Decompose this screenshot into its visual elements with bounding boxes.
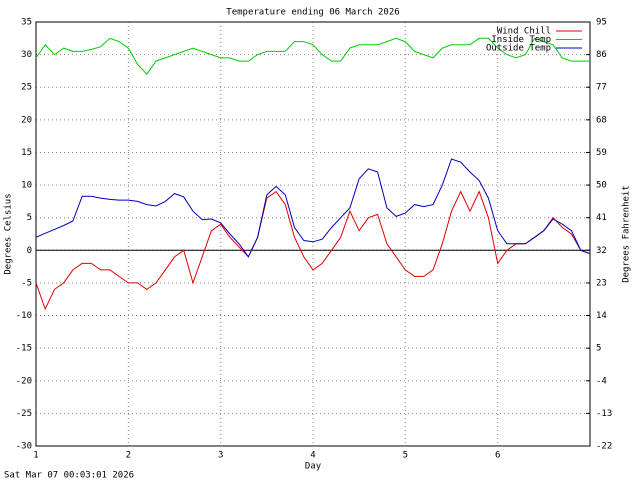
- x-axis-label: Day: [305, 462, 322, 472]
- y-axis-label: Degrees Celsius: [4, 193, 14, 274]
- y-tick-label: 35: [21, 18, 32, 28]
- x-tick-label: 3: [218, 451, 223, 461]
- y-tick-label: -5: [21, 278, 32, 288]
- y-tick-label: -25: [16, 409, 32, 419]
- y-tick-label: -10: [16, 311, 32, 321]
- footer: Sat Mar 07 00:03:01 2026: [4, 471, 134, 480]
- y2-tick-label: 14: [596, 311, 607, 321]
- x-tick-label: 4: [310, 451, 315, 461]
- y2-tick-label: 50: [596, 181, 607, 191]
- x-tick-label: 6: [495, 451, 500, 461]
- y-tick-label: 30: [21, 50, 32, 60]
- legend-label: Wind Chill: [497, 27, 551, 37]
- y-tick-label: 10: [21, 181, 32, 191]
- y2-axis-label: Degrees Fahrenheit: [622, 185, 632, 283]
- y-tick-label: 20: [21, 115, 32, 125]
- y-tick-label: 0: [27, 246, 32, 256]
- y-tick-label: 25: [21, 83, 32, 93]
- y-tick-label: 5: [27, 213, 32, 223]
- y2-tick-label: -13: [596, 409, 612, 419]
- y2-tick-label: 59: [596, 148, 607, 158]
- series-line: [35, 37, 590, 75]
- y2-tick-label: 77: [596, 83, 607, 93]
- y2-tick-label: 5: [596, 344, 601, 354]
- y2-tick-label: 86: [596, 50, 607, 60]
- x-tick-label: 2: [126, 451, 131, 461]
- y2-tick-label: -22: [596, 442, 612, 452]
- x-tick-label: 1: [33, 451, 38, 461]
- y-tick-label: -30: [16, 442, 32, 452]
- legend-label: Outside Temp: [486, 44, 551, 54]
- y2-tick-label: 32: [596, 246, 607, 256]
- y2-tick-label: 95: [596, 18, 607, 28]
- series-line: [35, 190, 591, 311]
- y-tick-label: 15: [21, 148, 32, 158]
- y-tick-label: -15: [16, 344, 32, 354]
- series-line: [35, 158, 591, 258]
- y2-tick-label: -4: [596, 376, 607, 386]
- y2-tick-label: 23: [596, 278, 607, 288]
- plot-frame: [35, 21, 591, 447]
- legend-label: Inside Temp: [491, 35, 551, 45]
- y-tick-label: -20: [16, 376, 32, 386]
- y2-tick-label: 68: [596, 115, 607, 125]
- x-tick-label: 5: [403, 451, 408, 461]
- y2-tick-label: 41: [596, 213, 607, 223]
- chart-title: Temperature ending 06 March 2026: [226, 8, 399, 18]
